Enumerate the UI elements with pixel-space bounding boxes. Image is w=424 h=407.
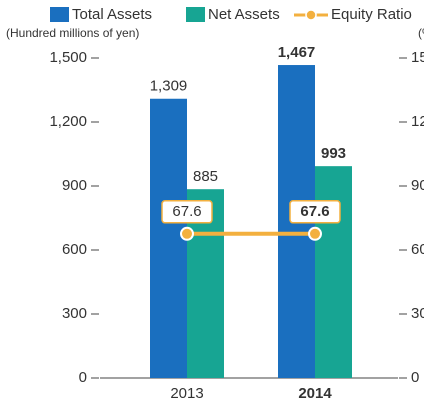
bar-value-label: 885: [193, 168, 218, 185]
legend-swatch: [186, 7, 205, 22]
y2-tick-label: 0: [411, 369, 419, 386]
line-value-label: 67.6: [172, 203, 201, 220]
x-tick-label: 2013: [170, 385, 203, 402]
bar-value-label: 1,309: [150, 78, 188, 95]
bar: [150, 98, 187, 378]
y2-tick-label: 90: [411, 177, 424, 194]
legend-label: Net Assets: [208, 6, 280, 23]
y2-tick-label: 30: [411, 305, 424, 322]
legend-swatch: [50, 7, 69, 22]
y-tick-label: 600: [62, 241, 87, 258]
legend-marker: [305, 9, 317, 21]
y-axis-label: (Hundred millions of yen): [6, 26, 139, 40]
line-label-box: [161, 200, 213, 224]
y2-tick-label: 150: [411, 49, 424, 66]
y-tick-label: 300: [62, 305, 87, 322]
bar-value-label: 993: [321, 145, 346, 162]
y-tick-label: 900: [62, 177, 87, 194]
legend-label: Equity Ratio: [331, 6, 412, 23]
line-value-label: 67.6: [300, 203, 329, 220]
x-tick-label: 2014: [298, 385, 332, 402]
y-tick-label: 1,500: [49, 49, 87, 66]
y2-tick-label: 60: [411, 241, 424, 258]
line-label-box: [289, 200, 341, 224]
line-point: [180, 226, 194, 241]
line-point: [308, 226, 322, 241]
bar: [315, 166, 352, 378]
y-tick-label: 0: [79, 369, 87, 386]
bar-value-label: 1,467: [278, 44, 316, 61]
y-tick-label: 1,200: [49, 113, 87, 130]
y2-axis-label: (%): [418, 26, 424, 40]
legend-label: Total Assets: [72, 6, 152, 23]
y2-tick-label: 120: [411, 113, 424, 130]
